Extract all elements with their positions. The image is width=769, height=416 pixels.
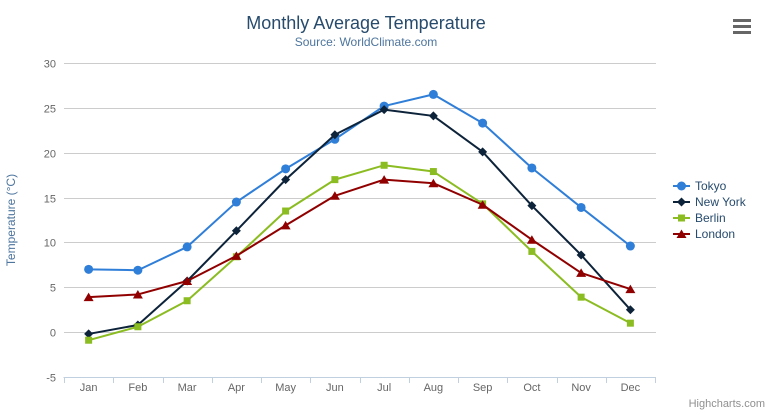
point-london-Jun[interactable] (329, 191, 340, 200)
point-berlin-Oct[interactable] (528, 247, 536, 255)
y-axis-tick-label: 20 (44, 149, 56, 161)
point-new-york-Dec[interactable] (625, 305, 635, 315)
series-london (83, 175, 636, 302)
hamburger-icon (731, 19, 753, 34)
point-new-york-May[interactable] (281, 175, 291, 185)
y-axis-tick-label: 0 (50, 328, 56, 340)
legend-item-label: Tokyo (695, 179, 727, 193)
legend-item-berlin[interactable]: Berlin (673, 210, 746, 226)
x-axis-tick-label: Jul (377, 382, 391, 394)
point-tokyo-Aug[interactable] (428, 89, 438, 99)
point-berlin-Jun[interactable] (331, 176, 339, 184)
point-new-york-Jan[interactable] (84, 329, 94, 339)
series-tokyo (84, 89, 635, 275)
x-axis-tick-label: Oct (523, 382, 540, 394)
point-london-Dec[interactable] (625, 284, 636, 294)
x-axis-tick-label: Apr (228, 382, 245, 394)
point-tokyo-Nov[interactable] (576, 202, 586, 212)
point-london-Nov[interactable] (576, 268, 587, 277)
x-axis-tick-label: May (275, 382, 296, 394)
legend-item-label: New York (695, 195, 746, 209)
series-line-tokyo (87, 93, 632, 272)
circle-symbol-icon (677, 181, 686, 191)
series-line-london (87, 178, 632, 299)
point-new-york-Jul[interactable] (379, 105, 389, 115)
y-axis-tick-label: -5 (46, 373, 56, 385)
legend-marker-circle-icon (673, 181, 690, 191)
y-axis-tick-label: 15 (44, 194, 56, 206)
x-axis-tick-label: Nov (571, 382, 591, 394)
point-new-york-Aug[interactable] (428, 111, 438, 121)
point-tokyo-Mar[interactable] (182, 242, 192, 252)
point-london-Apr[interactable] (231, 251, 242, 260)
chart-subtitle: Source: WorldClimate.com (294, 35, 438, 49)
point-london-Mar[interactable] (182, 276, 193, 286)
point-berlin-Aug[interactable] (429, 168, 437, 176)
point-berlin-Jul[interactable] (380, 161, 388, 169)
legend-marker-square-icon (673, 214, 690, 222)
y-axis-title: Temperature (°C) (4, 174, 18, 266)
y-axis-tick-label: 30 (44, 59, 56, 71)
point-new-york-Nov[interactable] (576, 250, 586, 260)
legend: Tokyo New York Berlin London (673, 178, 746, 242)
triangle-symbol-icon (676, 229, 687, 238)
point-tokyo-Feb[interactable] (133, 265, 143, 275)
point-london-Jan[interactable] (83, 292, 94, 302)
point-tokyo-Jan[interactable] (84, 264, 94, 274)
point-new-york-Oct[interactable] (527, 201, 537, 211)
legend-item-new-york[interactable]: New York (673, 194, 746, 210)
point-london-Feb[interactable] (132, 289, 143, 299)
point-tokyo-Apr[interactable] (231, 197, 241, 207)
legend-item-tokyo[interactable]: Tokyo (673, 178, 746, 194)
series-line-new-york (87, 108, 632, 335)
point-london-Oct[interactable] (526, 235, 537, 244)
point-berlin-Nov[interactable] (577, 293, 585, 301)
legend-marker-triangle-icon (673, 229, 690, 238)
export-menu-button[interactable] (730, 18, 754, 40)
point-new-york-Sep[interactable] (478, 147, 488, 157)
point-berlin-Dec[interactable] (626, 319, 634, 327)
point-tokyo-Dec[interactable] (625, 241, 635, 251)
x-axis-tick-label: Jun (326, 382, 344, 394)
diamond-symbol-icon (677, 197, 686, 207)
series-line-berlin (87, 164, 632, 342)
legend-item-label: London (695, 227, 736, 241)
point-berlin-Mar[interactable] (183, 297, 191, 305)
point-tokyo-Oct[interactable] (527, 163, 537, 173)
x-axis-tick-label: Dec (621, 382, 641, 394)
point-tokyo-May[interactable] (281, 164, 291, 174)
point-tokyo-Sep[interactable] (478, 118, 488, 128)
credits-link[interactable]: Highcharts.com (688, 398, 765, 410)
legend-marker-diamond-icon (673, 197, 690, 207)
x-axis-tick-label: Mar (178, 382, 197, 394)
series-new-york (84, 105, 635, 339)
x-axis-tick-label: Sep (473, 382, 493, 394)
square-symbol-icon (678, 214, 685, 222)
y-axis-tick-label: 25 (44, 104, 56, 116)
point-london-Aug[interactable] (428, 178, 439, 188)
point-london-May[interactable] (280, 220, 291, 230)
point-new-york-Jun[interactable] (330, 130, 340, 140)
x-axis-tick-label: Aug (424, 382, 444, 394)
legend-item-london[interactable]: London (673, 226, 746, 242)
legend-item-label: Berlin (695, 211, 726, 225)
point-berlin-May[interactable] (282, 207, 290, 215)
x-axis-tick-label: Feb (128, 382, 147, 394)
point-london-Sep[interactable] (477, 200, 488, 209)
point-berlin-Feb[interactable] (134, 323, 142, 331)
point-london-Jul[interactable] (379, 175, 390, 184)
point-new-york-Apr[interactable] (231, 226, 241, 236)
x-axis-tick-label: Jan (80, 382, 98, 394)
y-axis-tick-label: 5 (50, 283, 56, 295)
y-axis-tick-label: 10 (44, 238, 56, 250)
chart-title: Monthly Average Temperature (246, 13, 486, 33)
point-berlin-Jan[interactable] (85, 336, 93, 344)
